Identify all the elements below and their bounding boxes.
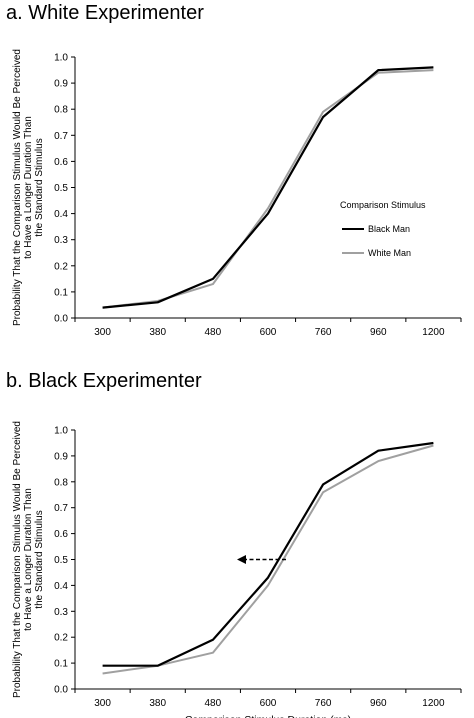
x-tick-label: 760 <box>315 327 332 338</box>
y-tick-label: 0.7 <box>54 503 68 514</box>
y-tick-label: 0.3 <box>54 235 68 246</box>
x-tick-label: 300 <box>94 327 111 338</box>
legend-item-white-man: White Man <box>342 248 411 258</box>
y-tick-label: 0.8 <box>54 105 68 116</box>
chart-white-experimenter: 0.0 0.1 0.2 0.3 0.4 0.5 0.6 0.7 0.8 0.9 1.0 300 380 4… <box>12 49 462 338</box>
y-axis-label: Probability That the Comparison Stimulus… <box>12 49 45 326</box>
chart-black-experimenter: 0.0 0.1 0.2 0.3 0.4 0.5 0.6 0.7 0.8 0.9 1.0 300 380 4… <box>12 421 462 718</box>
y-tick-label: 1.0 <box>54 426 68 437</box>
x-tick-label: 760 <box>315 698 332 709</box>
x-tick-label: 1200 <box>422 698 445 709</box>
y-tick-label: 0.5 <box>54 555 68 566</box>
annotation-arrowhead <box>237 555 246 564</box>
x-tick-label: 300 <box>94 698 111 709</box>
x-tick-label: 380 <box>149 327 166 338</box>
y-tick-label: 1.0 <box>54 53 68 64</box>
legend: Comparison Stimulus Black Man White Man <box>340 200 474 270</box>
x-tick-label: 480 <box>205 327 222 338</box>
x-axis-label: Comparison Stimulus Duration (ms) <box>185 714 351 718</box>
y-tick-label: 0.8 <box>54 477 68 488</box>
series-line-black-man <box>102 441 434 667</box>
x-tick-label: 600 <box>260 698 277 709</box>
chart-title: b. Black Experimenter <box>6 370 202 392</box>
y-tick-label: 0.0 <box>54 685 68 696</box>
legend-title: Comparison Stimulus <box>340 200 426 210</box>
legend-label-white-man: White Man <box>368 248 412 258</box>
x-tick-label: 960 <box>370 698 387 709</box>
y-tick-label: 0.7 <box>54 131 68 142</box>
legend-swatch-white-man <box>342 252 364 254</box>
series-line-white-man <box>102 444 434 675</box>
chart-title: a. White Experimenter <box>6 2 204 24</box>
y-tick-label: 0.1 <box>54 659 68 670</box>
y-tick-label: 0.4 <box>54 581 68 592</box>
x-tick-label: 1200 <box>422 327 445 338</box>
panel-black-experimenter: b. Black Experimenter 0.0 0.1 0.2 0.3 0.4 0.5… <box>0 365 474 718</box>
y-tick-label: 0.9 <box>54 451 68 462</box>
y-tick-label: 0.3 <box>54 607 68 618</box>
legend-swatch-black-man <box>342 228 364 230</box>
y-tick-label: 0.4 <box>54 209 68 220</box>
y-tick-label: 0.2 <box>54 633 68 644</box>
y-tick-label: 0.1 <box>54 287 68 298</box>
series-line-black-man <box>102 66 434 309</box>
legend-item-black-man: Black Man <box>342 224 410 234</box>
y-tick-label: 0.2 <box>54 261 68 272</box>
x-tick-label: 380 <box>149 698 166 709</box>
x-tick-label: 480 <box>205 698 222 709</box>
legend-label-black-man: Black Man <box>368 224 411 234</box>
y-tick-label: 0.5 <box>54 183 68 194</box>
panel-white-experimenter: a. White Experimenter 0.0 0.1 0.2 0.3 0.4 0.5… <box>0 0 474 350</box>
y-axis-label: Probability That the Comparison Stimulus… <box>12 421 45 698</box>
series-line-white-man <box>102 69 434 309</box>
y-tick-label: 0.0 <box>54 314 68 325</box>
x-tick-label: 960 <box>370 327 387 338</box>
y-tick-label: 0.6 <box>54 157 68 168</box>
y-tick-label: 0.9 <box>54 79 68 90</box>
y-tick-label: 0.6 <box>54 529 68 540</box>
x-tick-label: 600 <box>260 327 277 338</box>
